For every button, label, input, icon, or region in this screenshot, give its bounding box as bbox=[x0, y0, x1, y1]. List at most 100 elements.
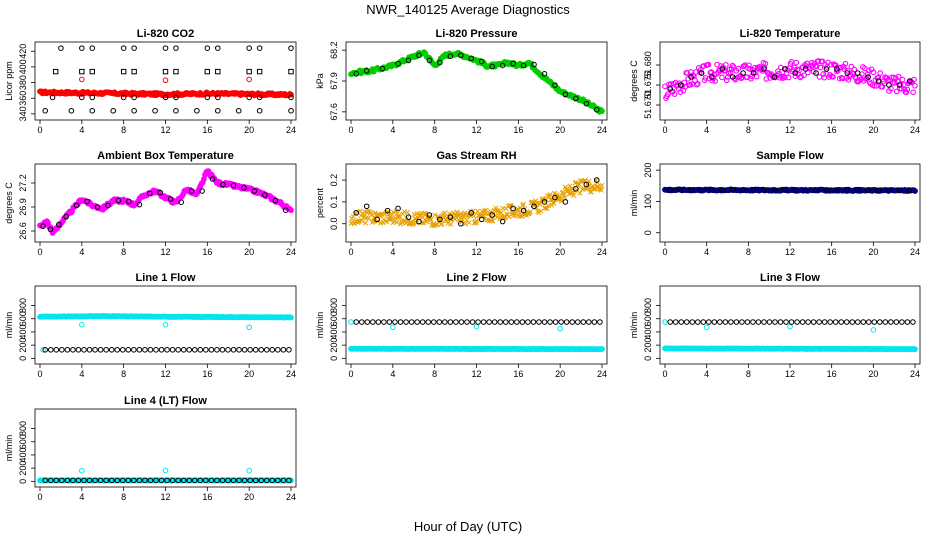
data-point bbox=[199, 188, 205, 194]
data-point bbox=[230, 477, 237, 484]
data-point bbox=[110, 107, 117, 114]
data-point bbox=[692, 77, 698, 84]
data-point bbox=[363, 203, 370, 210]
data-point bbox=[241, 477, 248, 484]
x-tick-label: 8 bbox=[432, 125, 437, 135]
data-point bbox=[746, 62, 752, 69]
x-tick-label: 24 bbox=[286, 125, 296, 135]
data-point bbox=[514, 319, 520, 325]
data-point bbox=[750, 319, 756, 325]
data-point bbox=[793, 59, 800, 66]
x-tick-label: 24 bbox=[597, 369, 607, 379]
data-point bbox=[119, 477, 126, 484]
data-point bbox=[580, 319, 587, 325]
data-point bbox=[798, 73, 804, 80]
series-line-spikes bbox=[79, 467, 252, 474]
x-tick-label: 0 bbox=[348, 247, 353, 257]
data-point bbox=[89, 107, 96, 114]
data-point bbox=[81, 346, 87, 353]
x-tick-label: 4 bbox=[79, 247, 84, 257]
data-point bbox=[214, 94, 221, 101]
data-point bbox=[586, 319, 592, 325]
data-point bbox=[820, 71, 827, 77]
data-point bbox=[220, 181, 226, 188]
data-point bbox=[801, 72, 807, 79]
data-point bbox=[845, 76, 852, 83]
series-temperature-samples bbox=[667, 66, 913, 92]
series-pressure bbox=[348, 49, 605, 115]
data-point bbox=[256, 107, 263, 114]
x-tick-label: 24 bbox=[286, 247, 296, 257]
data-point bbox=[173, 68, 179, 75]
y-tick-label: 340 bbox=[18, 106, 28, 121]
x-tick-label: 4 bbox=[390, 125, 395, 135]
data-point bbox=[480, 319, 487, 325]
series-sample-flow-samples bbox=[667, 187, 913, 194]
x-tick-label: 8 bbox=[121, 247, 126, 257]
data-point bbox=[79, 68, 85, 75]
x-tick-label: 8 bbox=[121, 369, 126, 379]
data-point bbox=[142, 346, 148, 353]
data-point bbox=[489, 212, 495, 218]
data-point bbox=[40, 223, 46, 229]
x-tick-label: 4 bbox=[704, 247, 709, 257]
data-point bbox=[698, 70, 705, 76]
x-tick-label: 0 bbox=[37, 125, 42, 135]
data-point bbox=[906, 78, 913, 84]
data-point bbox=[125, 346, 132, 353]
data-point bbox=[175, 346, 181, 353]
data-point bbox=[53, 346, 60, 353]
data-point bbox=[569, 319, 576, 325]
data-point bbox=[597, 319, 603, 325]
data-point bbox=[723, 77, 730, 84]
data-point bbox=[162, 321, 169, 328]
data-point bbox=[544, 206, 550, 212]
data-point bbox=[877, 319, 883, 325]
y-tick-label: 67.6 bbox=[329, 103, 339, 121]
data-point bbox=[256, 68, 263, 75]
y-tick-label: 51.670 bbox=[643, 91, 653, 119]
data-point bbox=[787, 323, 793, 330]
x-tick-label: 12 bbox=[471, 247, 481, 257]
data-point bbox=[813, 70, 819, 76]
y-tick-label: 200 bbox=[643, 163, 653, 178]
data-point bbox=[794, 319, 800, 325]
data-point bbox=[136, 201, 143, 208]
data-point bbox=[236, 477, 242, 484]
data-point bbox=[131, 477, 137, 484]
data-point bbox=[860, 319, 867, 325]
data-point bbox=[272, 197, 279, 204]
data-point bbox=[912, 188, 918, 194]
data-point bbox=[735, 65, 742, 72]
data-point bbox=[256, 94, 263, 101]
data-point bbox=[158, 346, 165, 353]
data-point bbox=[729, 74, 736, 80]
data-point bbox=[89, 94, 96, 101]
data-point bbox=[537, 201, 543, 207]
data-point bbox=[353, 319, 360, 325]
data-point bbox=[81, 477, 87, 484]
data-point bbox=[744, 319, 751, 325]
data-point bbox=[468, 210, 475, 216]
data-point bbox=[562, 194, 568, 200]
data-point bbox=[910, 319, 916, 325]
series-samples bbox=[667, 319, 916, 325]
data-point bbox=[70, 346, 76, 353]
data-point bbox=[420, 220, 427, 226]
panel-temperature: Li-820 Temperature degrees C 0 4 8 12 16 20 24 51… bbox=[629, 28, 921, 135]
data-point bbox=[450, 210, 456, 216]
data-point bbox=[761, 319, 767, 325]
data-point bbox=[510, 205, 516, 212]
panel-rh: Gas Stream RH percent 0 4 8 12 16 20 24 0.0 0.1 0.2 bbox=[315, 150, 608, 257]
data-point bbox=[191, 346, 198, 353]
data-point bbox=[904, 319, 911, 325]
data-point bbox=[665, 91, 671, 98]
data-point bbox=[547, 319, 553, 325]
data-point bbox=[593, 107, 600, 113]
data-point bbox=[677, 89, 684, 96]
data-point bbox=[871, 83, 878, 89]
data-point bbox=[843, 319, 850, 325]
data-point bbox=[667, 319, 674, 325]
data-point bbox=[225, 346, 231, 353]
data-point bbox=[262, 192, 268, 198]
